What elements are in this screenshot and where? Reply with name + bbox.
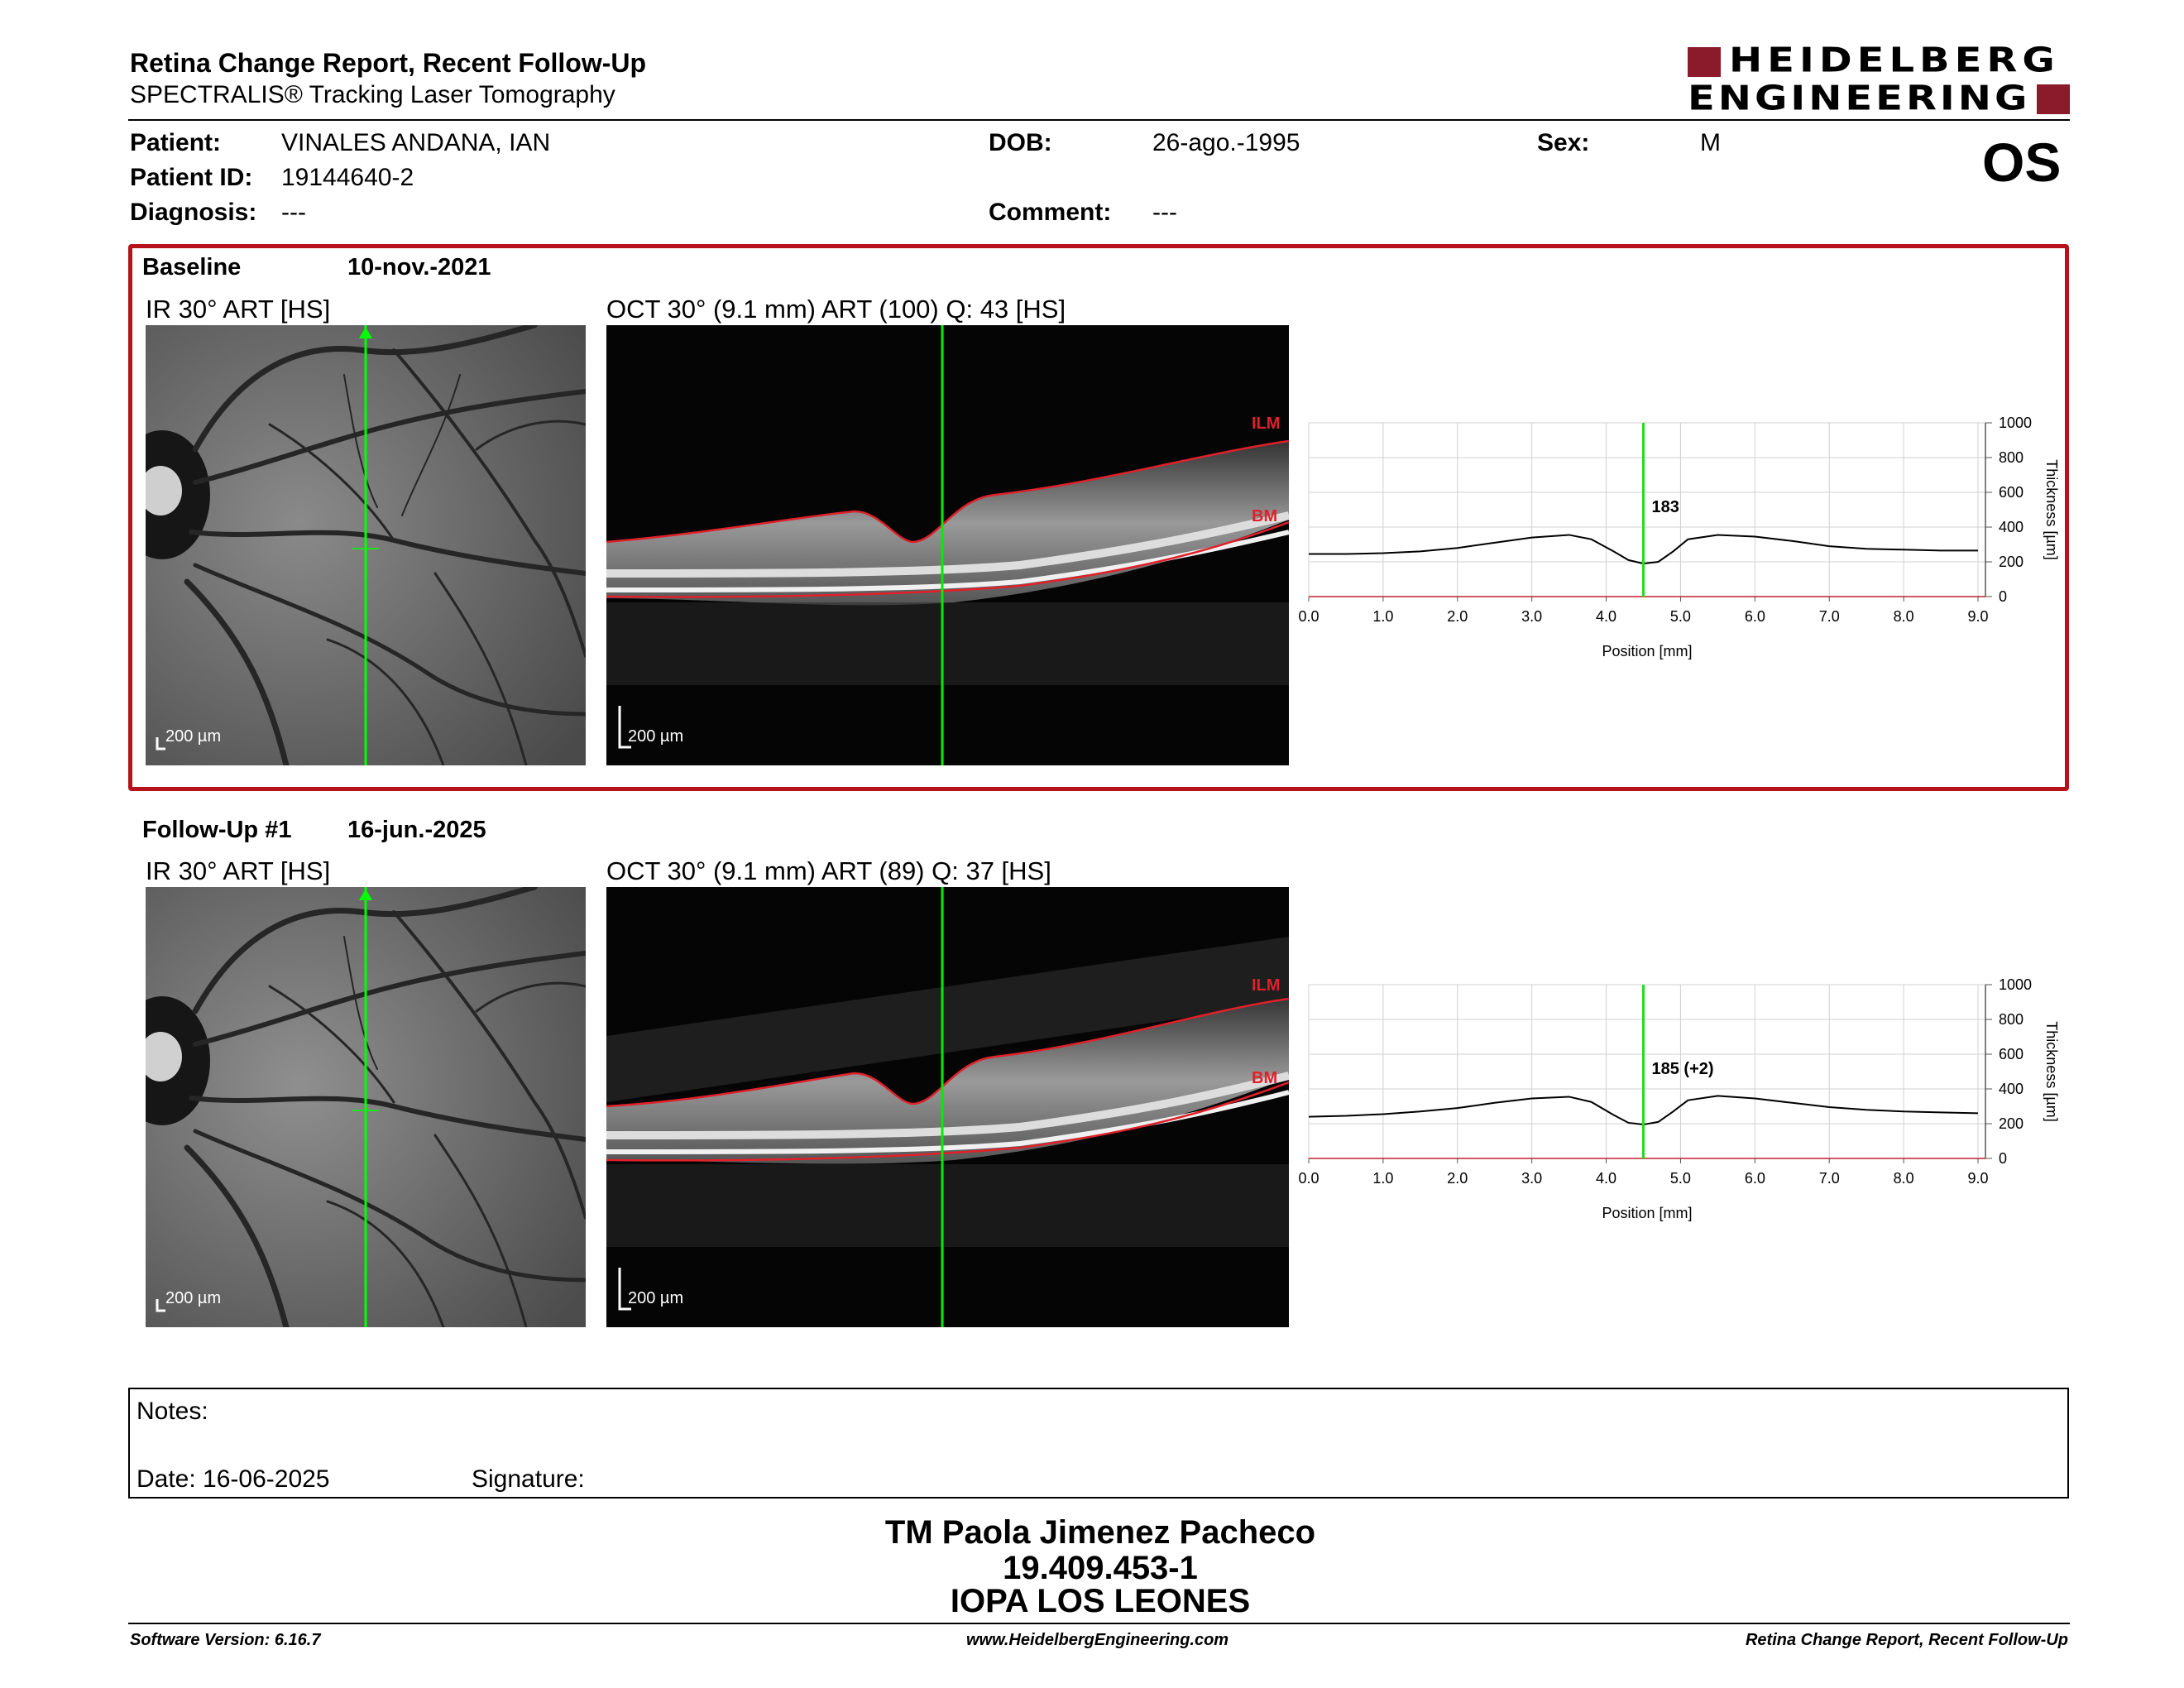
followup-date: 16-jun.-2025 (347, 817, 486, 843)
x-tick-label: 9.0 (1967, 1170, 1988, 1187)
baseline-oct-image: ILM BM 200 µm (606, 325, 1289, 765)
followup-bm-label: BM (1252, 1069, 1278, 1087)
notes-box[interactable]: Notes: Date: 16-06-2025 Signature: (128, 1388, 2069, 1499)
signer-name: TM Paola Jimenez Pacheco (884, 1514, 1316, 1551)
baseline-ir-scale: 200 µm (165, 727, 222, 746)
logo-square-top (1688, 47, 1721, 77)
followup-oct-scale: 200 µm (628, 1289, 684, 1307)
baseline-label: Baseline (142, 254, 242, 281)
x-tick-label: 7.0 (1819, 608, 1840, 625)
comment-label: Comment: (989, 199, 1112, 226)
y-tick-label: 600 (1999, 484, 2024, 501)
software-version: Software Version: 6.16.7 (130, 1631, 321, 1649)
baseline-oct-title: OCT 30° (9.1 mm) ART (100) Q: 43 [HS] (606, 295, 1066, 324)
website-link[interactable]: www.HeidelbergEngineering.com (966, 1631, 1229, 1649)
footer-report-name: Retina Change Report, Recent Follow-Up (1745, 1631, 2068, 1649)
y-tick-label: 1000 (1999, 976, 2032, 993)
notes-date: Date: 16-06-2025 (136, 1465, 330, 1493)
x-tick-label: 1.0 (1372, 608, 1393, 625)
heidelberg-logo: HEIDELBERG ENGINEERING (1688, 41, 2070, 118)
x-tick-label: 1.0 (1372, 1170, 1393, 1187)
y-tick-label: 400 (1999, 519, 2024, 535)
x-tick-label: 3.0 (1521, 608, 1542, 625)
y-tick-label: 0 (1999, 588, 2007, 605)
sex-value: M (1700, 129, 1721, 156)
y-axis-title: Thickness [µm] (2043, 459, 2060, 559)
x-axis-title: Position [mm] (1602, 1205, 1692, 1221)
dob-label: DOB: (989, 129, 1052, 156)
x-tick-label: 8.0 (1894, 608, 1914, 625)
y-tick-label: 1000 (1999, 415, 2032, 431)
notes-label: Notes: (136, 1398, 208, 1425)
followup-oct-title: OCT 30° (9.1 mm) ART (89) Q: 37 [HS] (606, 856, 1051, 885)
patient-name: VINALES ANDANA, IAN (281, 129, 551, 156)
followup-ir-scale: 200 µm (165, 1289, 222, 1307)
patient-id-label: Patient ID: (130, 164, 253, 191)
sex-label: Sex: (1537, 129, 1590, 156)
footer-rule (128, 1623, 2070, 1624)
diagnosis-value: --- (281, 199, 306, 226)
x-tick-label: 3.0 (1521, 1170, 1542, 1187)
report-title: Retina Change Report, Recent Follow-Up (130, 48, 647, 78)
followup-ir-image: 200 µm (146, 887, 586, 1327)
x-tick-label: 7.0 (1819, 1170, 1840, 1187)
baseline-panel (128, 244, 2069, 791)
logo-line2: ENGINEERING (1688, 79, 2031, 118)
baseline-ir-title: IR 30° ART [HS] (146, 295, 331, 324)
x-tick-label: 9.0 (1967, 608, 1988, 625)
signature-label: Signature: (472, 1465, 585, 1493)
y-tick-label: 0 (1999, 1150, 2007, 1167)
followup-oct-image: ILM BM 200 µm (606, 887, 1289, 1327)
x-tick-label: 4.0 (1596, 608, 1616, 625)
x-tick-label: 0.0 (1299, 1170, 1320, 1187)
thickness-value-label: 183 (1652, 498, 1679, 516)
patient-label: Patient: (130, 129, 222, 156)
baseline-thickness-chart: 0.0 1.0 2.0 3.0 4.0 5.0 6.0 7.0 8.0 9.0 0 200 400 600… (1299, 415, 2060, 659)
followup-label: Follow-Up #1 (142, 817, 292, 843)
signer-org: IOPA LOS LEONES (950, 1583, 1251, 1619)
x-tick-label: 2.0 (1447, 1170, 1468, 1187)
report-subtitle: SPECTRALIS® Tracking Laser Tomography (130, 81, 615, 108)
y-axis-title: Thickness [µm] (2043, 1021, 2060, 1121)
baseline-date: 10-nov.-2021 (347, 254, 491, 281)
logo-line1: HEIDELBERG (1729, 41, 2060, 80)
logo-square-bottom (2037, 84, 2070, 114)
y-tick-label: 600 (1999, 1046, 2024, 1062)
y-tick-label: 200 (1999, 554, 2024, 570)
x-tick-label: 6.0 (1745, 608, 1765, 625)
header-rule (128, 119, 2070, 121)
baseline-ir-image: 200 µm (146, 325, 586, 765)
x-tick-label: 6.0 (1745, 1170, 1765, 1187)
patient-id: 19144640-2 (281, 164, 414, 191)
thickness-value-label: 185 (+2) (1652, 1060, 1714, 1078)
eye-label: OS (1982, 132, 2062, 193)
followup-ir-title: IR 30° ART [HS] (146, 856, 331, 885)
x-axis-title: Position [mm] (1602, 643, 1692, 659)
y-tick-label: 400 (1999, 1081, 2024, 1097)
baseline-bm-label: BM (1252, 507, 1278, 525)
diagnosis-label: Diagnosis: (130, 199, 257, 226)
baseline-oct-scale: 200 µm (628, 727, 684, 746)
x-tick-label: 2.0 (1447, 608, 1468, 625)
dob-value: 26-ago.-1995 (1152, 129, 1300, 156)
signer-id: 19.409.453-1 (1003, 1550, 1198, 1586)
x-tick-label: 0.0 (1299, 608, 1320, 625)
y-tick-label: 800 (1999, 449, 2024, 466)
x-tick-label: 5.0 (1670, 608, 1691, 625)
x-tick-label: 5.0 (1670, 1170, 1691, 1187)
y-tick-label: 800 (1999, 1011, 2024, 1028)
followup-ilm-label: ILM (1252, 976, 1281, 995)
followup-thickness-chart: 0.0 1.0 2.0 3.0 4.0 5.0 6.0 7.0 8.0 9.0 0 200 400 600… (1299, 976, 2060, 1221)
baseline-ilm-label: ILM (1252, 415, 1281, 433)
x-tick-label: 4.0 (1596, 1170, 1616, 1187)
comment-value: --- (1152, 199, 1177, 226)
y-tick-label: 200 (1999, 1115, 2024, 1132)
x-tick-label: 8.0 (1894, 1170, 1914, 1187)
